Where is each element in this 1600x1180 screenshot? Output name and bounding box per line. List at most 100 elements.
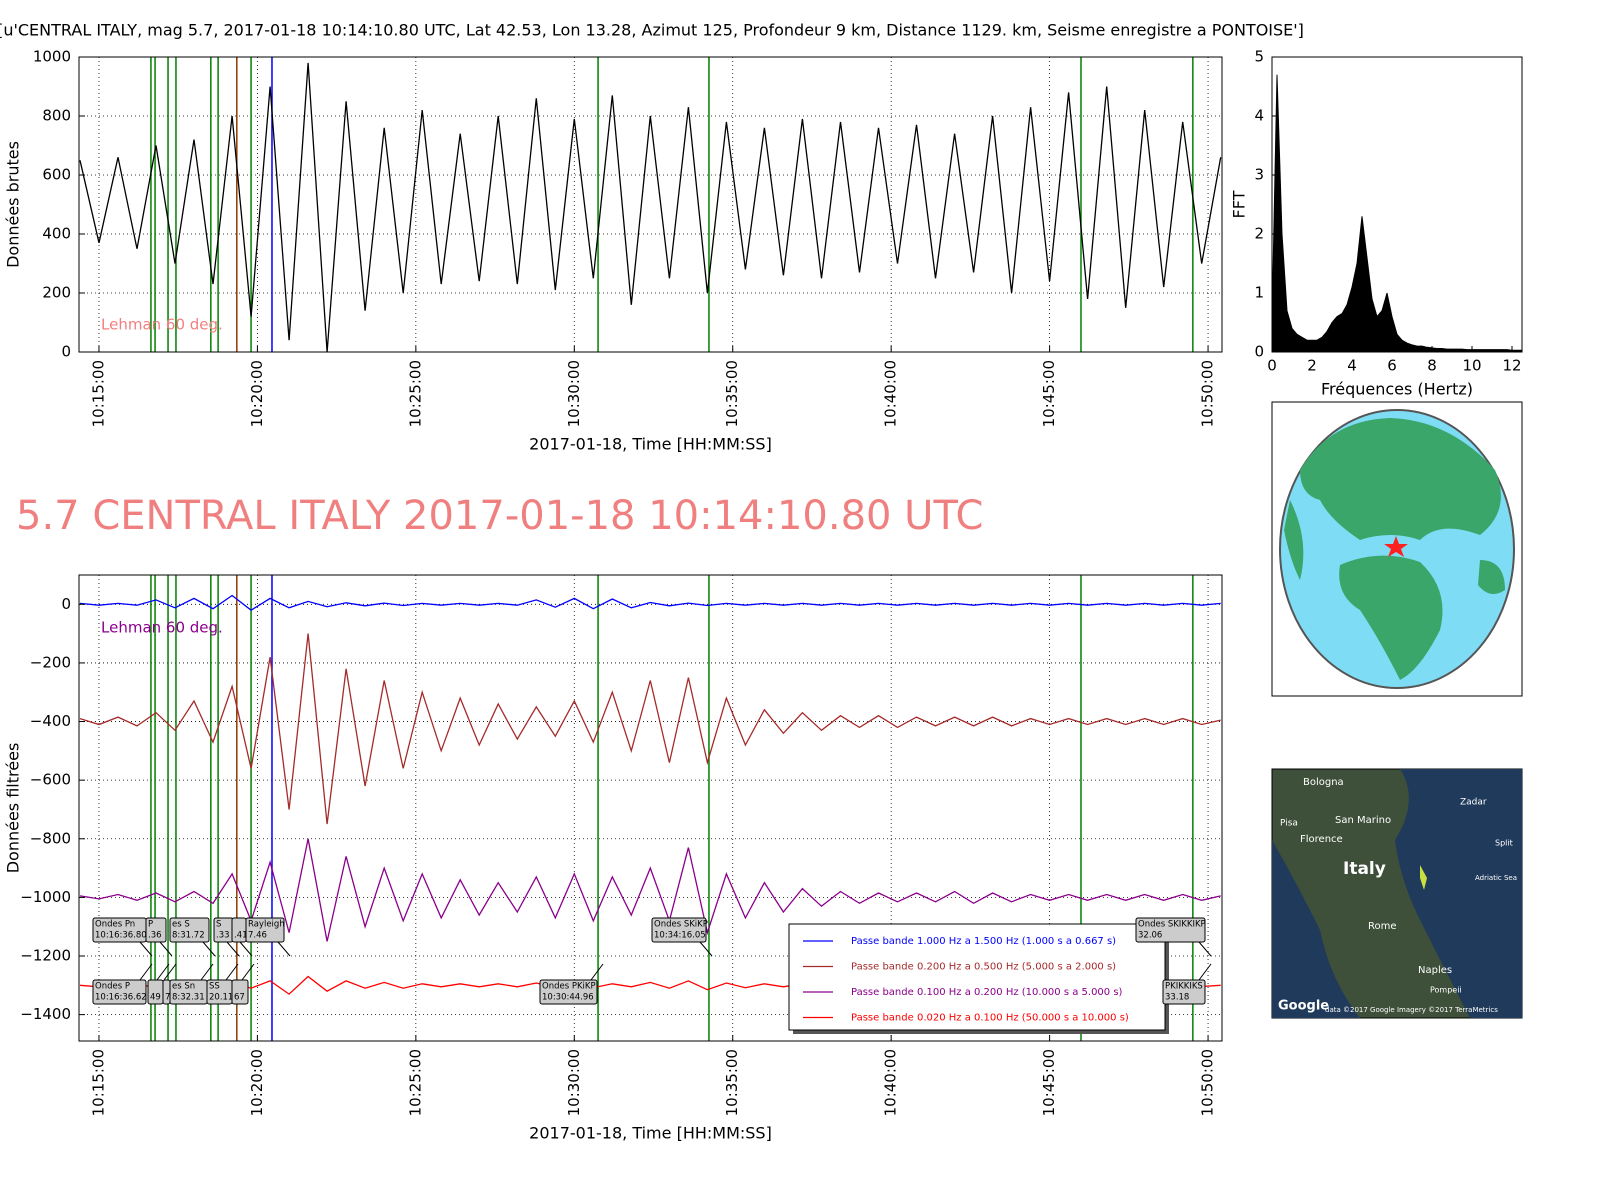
annotation-text: 7.46 [248, 931, 267, 941]
x-tick-label: 10:45:00 [1040, 360, 1058, 427]
y-tick-label: 1 [1254, 284, 1264, 302]
map-label: Split [1495, 839, 1513, 848]
land-americas [1284, 500, 1304, 580]
annotation-text: 67 [234, 993, 245, 1003]
y-tick-label: 4 [1254, 107, 1264, 125]
x-tick-label: 10:40:00 [882, 360, 900, 427]
plot-frame [1271, 56, 1523, 353]
y-tick-label: 600 [42, 166, 71, 184]
x-tick-label: 10:15:00 [89, 360, 107, 427]
annotation-arrow [1198, 963, 1212, 981]
map-label: Bologna [1303, 777, 1344, 788]
annotation-text: 20.11 [209, 993, 233, 1003]
y-tick-label: −400 [30, 712, 71, 730]
trace [79, 838, 1221, 942]
y-tick-label: 3 [1254, 166, 1264, 184]
land-asia [1478, 560, 1505, 594]
x-tick-label: 0 [1267, 357, 1277, 375]
plot-frame [78, 574, 1223, 1042]
google-map: Bologna Zadar Pisa San Marino Florence Split I… [1271, 768, 1523, 1019]
y-axis-label: FFT [1230, 190, 1249, 218]
x-axis-label: 2017-01-18, Time [HH:MM:SS] [529, 1124, 772, 1143]
annotation-text: Ondes SKIKKIKP [1138, 920, 1206, 930]
annotation-text: 49 [150, 993, 161, 1003]
headline: 5.7 CENTRAL ITALY 2017-01-18 10:14:10.80… [16, 493, 983, 539]
annotation-text: Ondes Pn [95, 920, 135, 930]
map-label: San Marino [1335, 815, 1391, 826]
legend-label: Passe bande 0.100 Hz a 0.200 Hz (10.000 … [851, 987, 1123, 998]
annotation-text: Ondes SKiKP [654, 920, 708, 930]
y-tick-label: −800 [30, 829, 71, 847]
chart-title: [u'CENTRAL ITALY, mag 5.7, 2017-01-18 10… [0, 21, 1304, 40]
annotation-text: .36 [148, 931, 162, 941]
map-label: Pisa [1280, 819, 1298, 829]
annotation-text: .41 [234, 931, 248, 941]
y-tick-label: −600 [30, 771, 71, 789]
annotation-text: 10:16:36.62 [95, 993, 147, 1003]
annotation-arrow [200, 963, 214, 981]
trace [79, 633, 1221, 825]
annotation-text: Rayleigh [248, 920, 285, 930]
land-eurasia [1300, 418, 1501, 540]
y-axis-label: Données filtrées [4, 743, 23, 874]
x-tick-label: 10:15:00 [89, 1049, 107, 1116]
plot-area [79, 575, 1222, 1041]
annotation-box [651, 917, 707, 943]
annotation-note: Lehman 60 deg. [101, 316, 223, 334]
annotation-text: .33 [216, 931, 230, 941]
land-africa [1339, 555, 1443, 680]
x-axis-label: 2017-01-18, Time [HH:MM:SS] [529, 435, 772, 454]
annotation-arrow [159, 941, 173, 957]
annotation-arrow [590, 963, 604, 981]
annotation-text: P [148, 920, 153, 930]
sea-tyrrhenian [1272, 840, 1360, 1018]
annotation-text: Ondes PKiKP [542, 982, 596, 992]
legend-label: Passe bande 1.000 Hz a 1.500 Hz (1.000 s… [851, 936, 1116, 947]
annotation-text: SS [209, 982, 220, 992]
map-label: Google [1278, 999, 1329, 1014]
annotation-text: 7 [165, 993, 170, 1003]
annotation-note: Lehman 60 deg. [101, 619, 223, 637]
annotation-box [1135, 917, 1206, 943]
annotation-box [145, 917, 167, 943]
legend-label: Passe bande 0.200 Hz a 0.500 Hz (5.000 s… [851, 962, 1116, 973]
y-tick-label: −1200 [20, 947, 71, 965]
map-label: Italy [1343, 859, 1386, 879]
y-tick-label: 5 [1254, 48, 1264, 66]
annotation-box [169, 917, 210, 943]
annotation-arrow [241, 963, 255, 981]
annotation-arrow [699, 941, 713, 957]
annotation-text: es Sn [172, 982, 195, 992]
annotation-arrow [277, 941, 291, 957]
annotation-text: 33.18 [1165, 993, 1189, 1003]
x-tick-label: 6 [1387, 357, 1397, 375]
legend-box [788, 923, 1166, 1031]
map-label: Florence [1300, 834, 1343, 845]
annotation-text: 10:34:16.05 [654, 931, 706, 941]
map-label: Adriatic Sea [1475, 874, 1517, 882]
annotation-text: PKIKKIKS [1165, 982, 1203, 992]
annotation-text: 10:30:44.96 [542, 993, 594, 1003]
x-tick-label: 10:30:00 [565, 360, 583, 427]
legend-label: Passe bande 0.020 Hz a 0.100 Hz (50.000 … [851, 1013, 1129, 1024]
x-tick-label: 10:40:00 [882, 1049, 900, 1116]
y-axis-label: Données brutes [4, 141, 23, 268]
x-tick-label: 10:30:00 [565, 1049, 583, 1116]
annotation-arrow [139, 941, 153, 957]
x-axis-label: Fréquences (Hertz) [1321, 380, 1473, 399]
x-tick-label: 10:25:00 [406, 360, 424, 427]
annotation-arrow [163, 963, 177, 981]
annotation-text: 8:32.31 [172, 993, 205, 1003]
sea-adriatic [1395, 769, 1522, 1018]
y-tick-label: −200 [30, 653, 71, 671]
x-tick-label: 10:35:00 [723, 360, 741, 427]
y-tick-label: 800 [42, 107, 71, 125]
x-tick-label: 2 [1307, 357, 1317, 375]
y-tick-label: −1000 [20, 888, 71, 906]
annotation-box [231, 979, 249, 1005]
y-tick-label: 1000 [33, 48, 71, 66]
epicenter-star [1384, 536, 1408, 557]
y-tick-label: −1400 [20, 1005, 71, 1023]
annotation-text: S [216, 920, 221, 930]
